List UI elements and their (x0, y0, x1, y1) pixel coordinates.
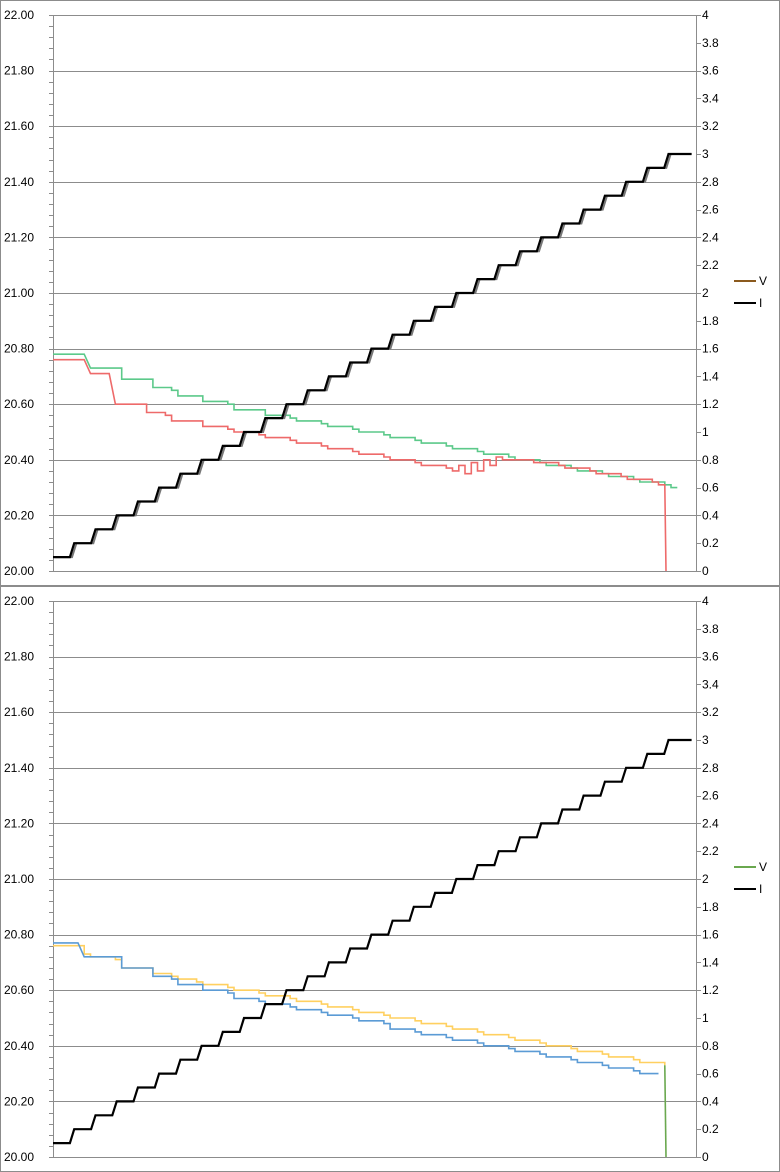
y2-tick-label: 2.2 (702, 258, 719, 272)
y-tick-label: 22.00 (4, 8, 34, 22)
y2-tick-label: 0.4 (702, 1094, 719, 1108)
y2-tick-label: 1.4 (702, 955, 719, 969)
y-tick-label: 21.20 (4, 816, 34, 830)
y2-tick-label: 0 (702, 564, 709, 578)
y2-tick-label: 1.8 (702, 900, 719, 914)
y2-tick-label: 2.4 (702, 816, 719, 830)
y2-tick-label: 2.6 (702, 789, 719, 803)
y-tick-label: 21.40 (4, 175, 34, 189)
legend-label: I (759, 296, 762, 310)
y-tick-label: 20.60 (4, 983, 34, 997)
y2-tick-label: 3.4 (702, 677, 719, 691)
y-tick-label: 20.40 (4, 453, 34, 467)
voltage-line (664, 1065, 667, 1158)
y2-tick-label: 2.2 (702, 844, 719, 858)
y2-tick-label: 3 (702, 733, 709, 747)
y2-tick-label: 3.2 (702, 119, 719, 133)
chart-top: 20.0020.2020.4020.6020.8021.0021.2021.40… (0, 0, 780, 586)
y2-tick-label: 1 (702, 425, 709, 439)
y2-tick-label: 2.6 (702, 203, 719, 217)
y2-tick-label: 0.6 (702, 481, 719, 495)
y2-tick-label: 0.4 (702, 508, 719, 522)
y-tick-label: 20.20 (4, 1094, 34, 1108)
y-tick-label: 20.60 (4, 397, 34, 411)
y2-tick-label: 3.6 (702, 64, 719, 78)
y-tick-label: 21.60 (4, 119, 34, 133)
y-tick-label: 22.00 (4, 594, 34, 608)
y-tick-label: 20.20 (4, 508, 34, 522)
y-tick-label: 21.60 (4, 705, 34, 719)
y-tick-label: 21.80 (4, 650, 34, 664)
y2-tick-label: 0.8 (702, 453, 719, 467)
y2-tick-label: 3.2 (702, 705, 719, 719)
y-tick-label: 20.00 (4, 564, 34, 578)
y2-tick-label: 2.8 (702, 761, 719, 775)
voltage-line (53, 942, 659, 1075)
y2-tick-label: 2.8 (702, 175, 719, 189)
y2-tick-label: 4 (702, 8, 709, 22)
y2-tick-label: 3.4 (702, 91, 719, 105)
y-tick-label: 20.00 (4, 1150, 34, 1164)
legend-label: V (759, 860, 767, 874)
y-tick-label: 21.40 (4, 761, 34, 775)
y-tick-label: 21.00 (4, 872, 34, 886)
y2-tick-label: 0 (702, 1150, 709, 1164)
y2-tick-label: 4 (702, 594, 709, 608)
y-tick-label: 20.80 (4, 342, 34, 356)
y2-tick-label: 0.8 (702, 1039, 719, 1053)
current-line (53, 152, 692, 559)
y2-tick-label: 1.6 (702, 928, 719, 942)
y2-tick-label: 0.2 (702, 1122, 719, 1136)
y2-tick-label: 1.2 (702, 983, 719, 997)
y-tick-label: 20.80 (4, 928, 34, 942)
y-tick-label: 20.40 (4, 1039, 34, 1053)
y2-tick-label: 1.4 (702, 369, 719, 383)
chart-panel-top: 20.00 20.20 20.40 20.60 20.80 21.00 21.20 21.40… (0, 0, 780, 586)
y-tick-label: 21.20 (4, 230, 34, 244)
y2-tick-label: 3.8 (702, 36, 719, 50)
y2-tick-label: 0.2 (702, 536, 719, 550)
y-tick-label: 21.80 (4, 64, 34, 78)
y-tick-label: 21.00 (4, 286, 34, 300)
voltage-line (53, 358, 667, 572)
y2-tick-label: 3.8 (702, 622, 719, 636)
y2-tick-label: 2.4 (702, 230, 719, 244)
current-line (53, 738, 692, 1145)
y2-tick-label: 1.2 (702, 397, 719, 411)
chart-panel-bottom: 20.00 20.20 20.40 20.60 20.80 21.00 21.20 21.40… (0, 586, 780, 1172)
y2-tick-label: 2 (702, 872, 709, 886)
y2-tick-label: 3 (702, 147, 709, 161)
chart-bottom: 20.0020.2020.4020.6020.8021.0021.2021.40… (0, 586, 780, 1172)
y2-tick-label: 2 (702, 286, 709, 300)
y2-tick-label: 3.6 (702, 650, 719, 664)
y2-tick-label: 1.8 (702, 314, 719, 328)
y2-tick-label: 1 (702, 1011, 709, 1025)
legend-label: V (759, 274, 767, 288)
legend-label: I (759, 882, 762, 896)
y2-tick-label: 1.6 (702, 342, 719, 356)
y2-tick-label: 0.6 (702, 1067, 719, 1081)
